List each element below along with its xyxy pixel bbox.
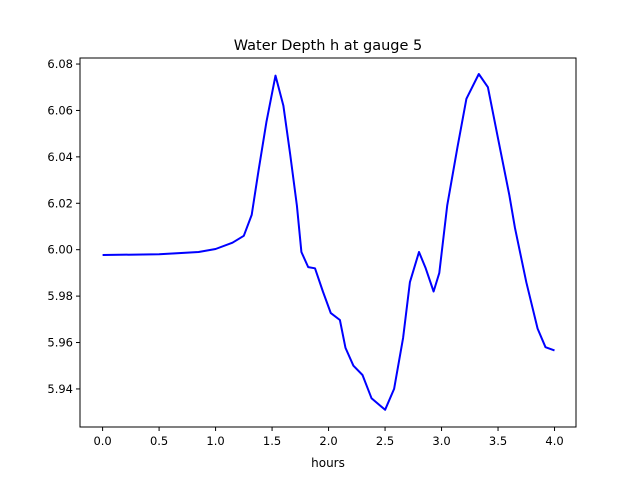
y-tick-label: 5.98 [47,289,73,303]
y-tick-label: 6.04 [47,150,73,164]
x-tick-label: 0.5 [150,434,168,448]
y-tick-label: 6.02 [47,196,73,210]
x-tick-label: 3.0 [432,434,450,448]
x-tick-label: 4.0 [545,434,563,448]
x-tick-label: 3.5 [489,434,507,448]
x-tick-label: 2.0 [319,434,337,448]
plot-frame [79,57,577,428]
series-line-h [102,73,555,411]
x-tick-label: 1.0 [206,434,224,448]
y-tick-label: 5.96 [47,336,73,350]
x-tick-label: 2.5 [376,434,394,448]
x-tick-label: 1.5 [263,434,281,448]
x-axis-label: hours [311,456,345,470]
y-tick-label: 6.06 [47,103,73,117]
y-tick-label: 5.94 [47,382,73,396]
y-axis: 5.94 5.96 5.98 6.00 6.02 6.04 6.06 6.08 [47,57,80,396]
y-tick-label: 6.08 [47,57,73,71]
chart-title: Water Depth h at gauge 5 [234,38,422,54]
x-axis: 0.0 0.5 1.0 1.5 2.0 2.5 3.0 3.5 4.0 [93,427,564,448]
x-tick-label: 0.0 [93,434,111,448]
y-tick-label: 6.00 [47,243,73,257]
